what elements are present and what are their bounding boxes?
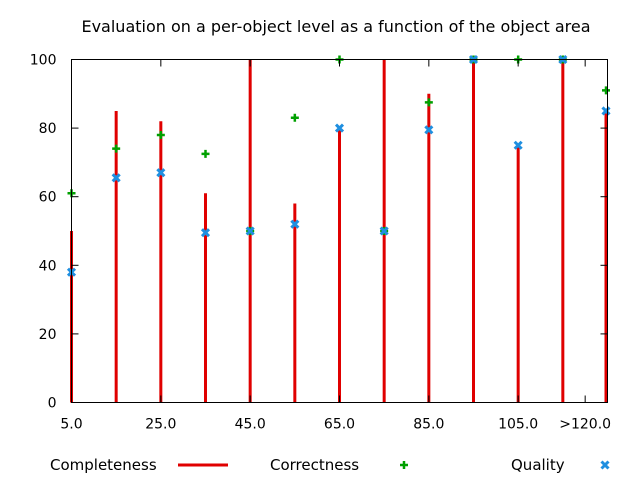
correctness-point xyxy=(112,144,121,153)
x-tick-label: 25.0 xyxy=(145,417,176,433)
quality-point xyxy=(424,125,434,135)
correctness-point xyxy=(201,149,210,158)
x-tick-label: 85.0 xyxy=(413,417,444,433)
legend-swatch-quality xyxy=(600,460,610,470)
x-tick-label: 105.0 xyxy=(498,417,538,433)
y-tick-label: 0 xyxy=(48,396,57,412)
legend: Completeness Correctness Quality xyxy=(50,456,610,474)
quality-point xyxy=(379,226,389,236)
x-tick-label: 45.0 xyxy=(235,417,266,433)
quality-point xyxy=(601,106,611,116)
quality-point xyxy=(111,173,121,183)
legend-label-completeness: Completeness xyxy=(50,456,157,474)
legend-label-quality: Quality xyxy=(511,456,565,474)
y-tick-label: 100 xyxy=(30,53,57,69)
quality-point xyxy=(334,123,345,133)
correctness-point xyxy=(290,113,299,122)
correctness-point xyxy=(156,130,165,139)
legend-swatch-correctness xyxy=(400,461,408,469)
y-tick-label: 40 xyxy=(39,258,57,274)
quality-point xyxy=(513,140,523,150)
correctness-point xyxy=(602,86,610,95)
quality-point xyxy=(245,226,255,236)
y-tick-label: 80 xyxy=(39,121,57,137)
y-tick-label: 60 xyxy=(39,190,57,206)
x-tick-label: 65.0 xyxy=(324,417,355,433)
chart-title: Evaluation on a per-object level as a fu… xyxy=(81,17,590,36)
quality-point xyxy=(156,168,166,178)
x-tick-label: 5.0 xyxy=(60,417,82,433)
legend-label-correctness: Correctness xyxy=(270,456,359,474)
correctness-point xyxy=(424,98,433,107)
quality-point xyxy=(290,219,300,229)
x-tick-label: >120.0 xyxy=(559,417,611,433)
y-tick-label: 20 xyxy=(39,327,57,343)
quality-point xyxy=(200,228,211,238)
